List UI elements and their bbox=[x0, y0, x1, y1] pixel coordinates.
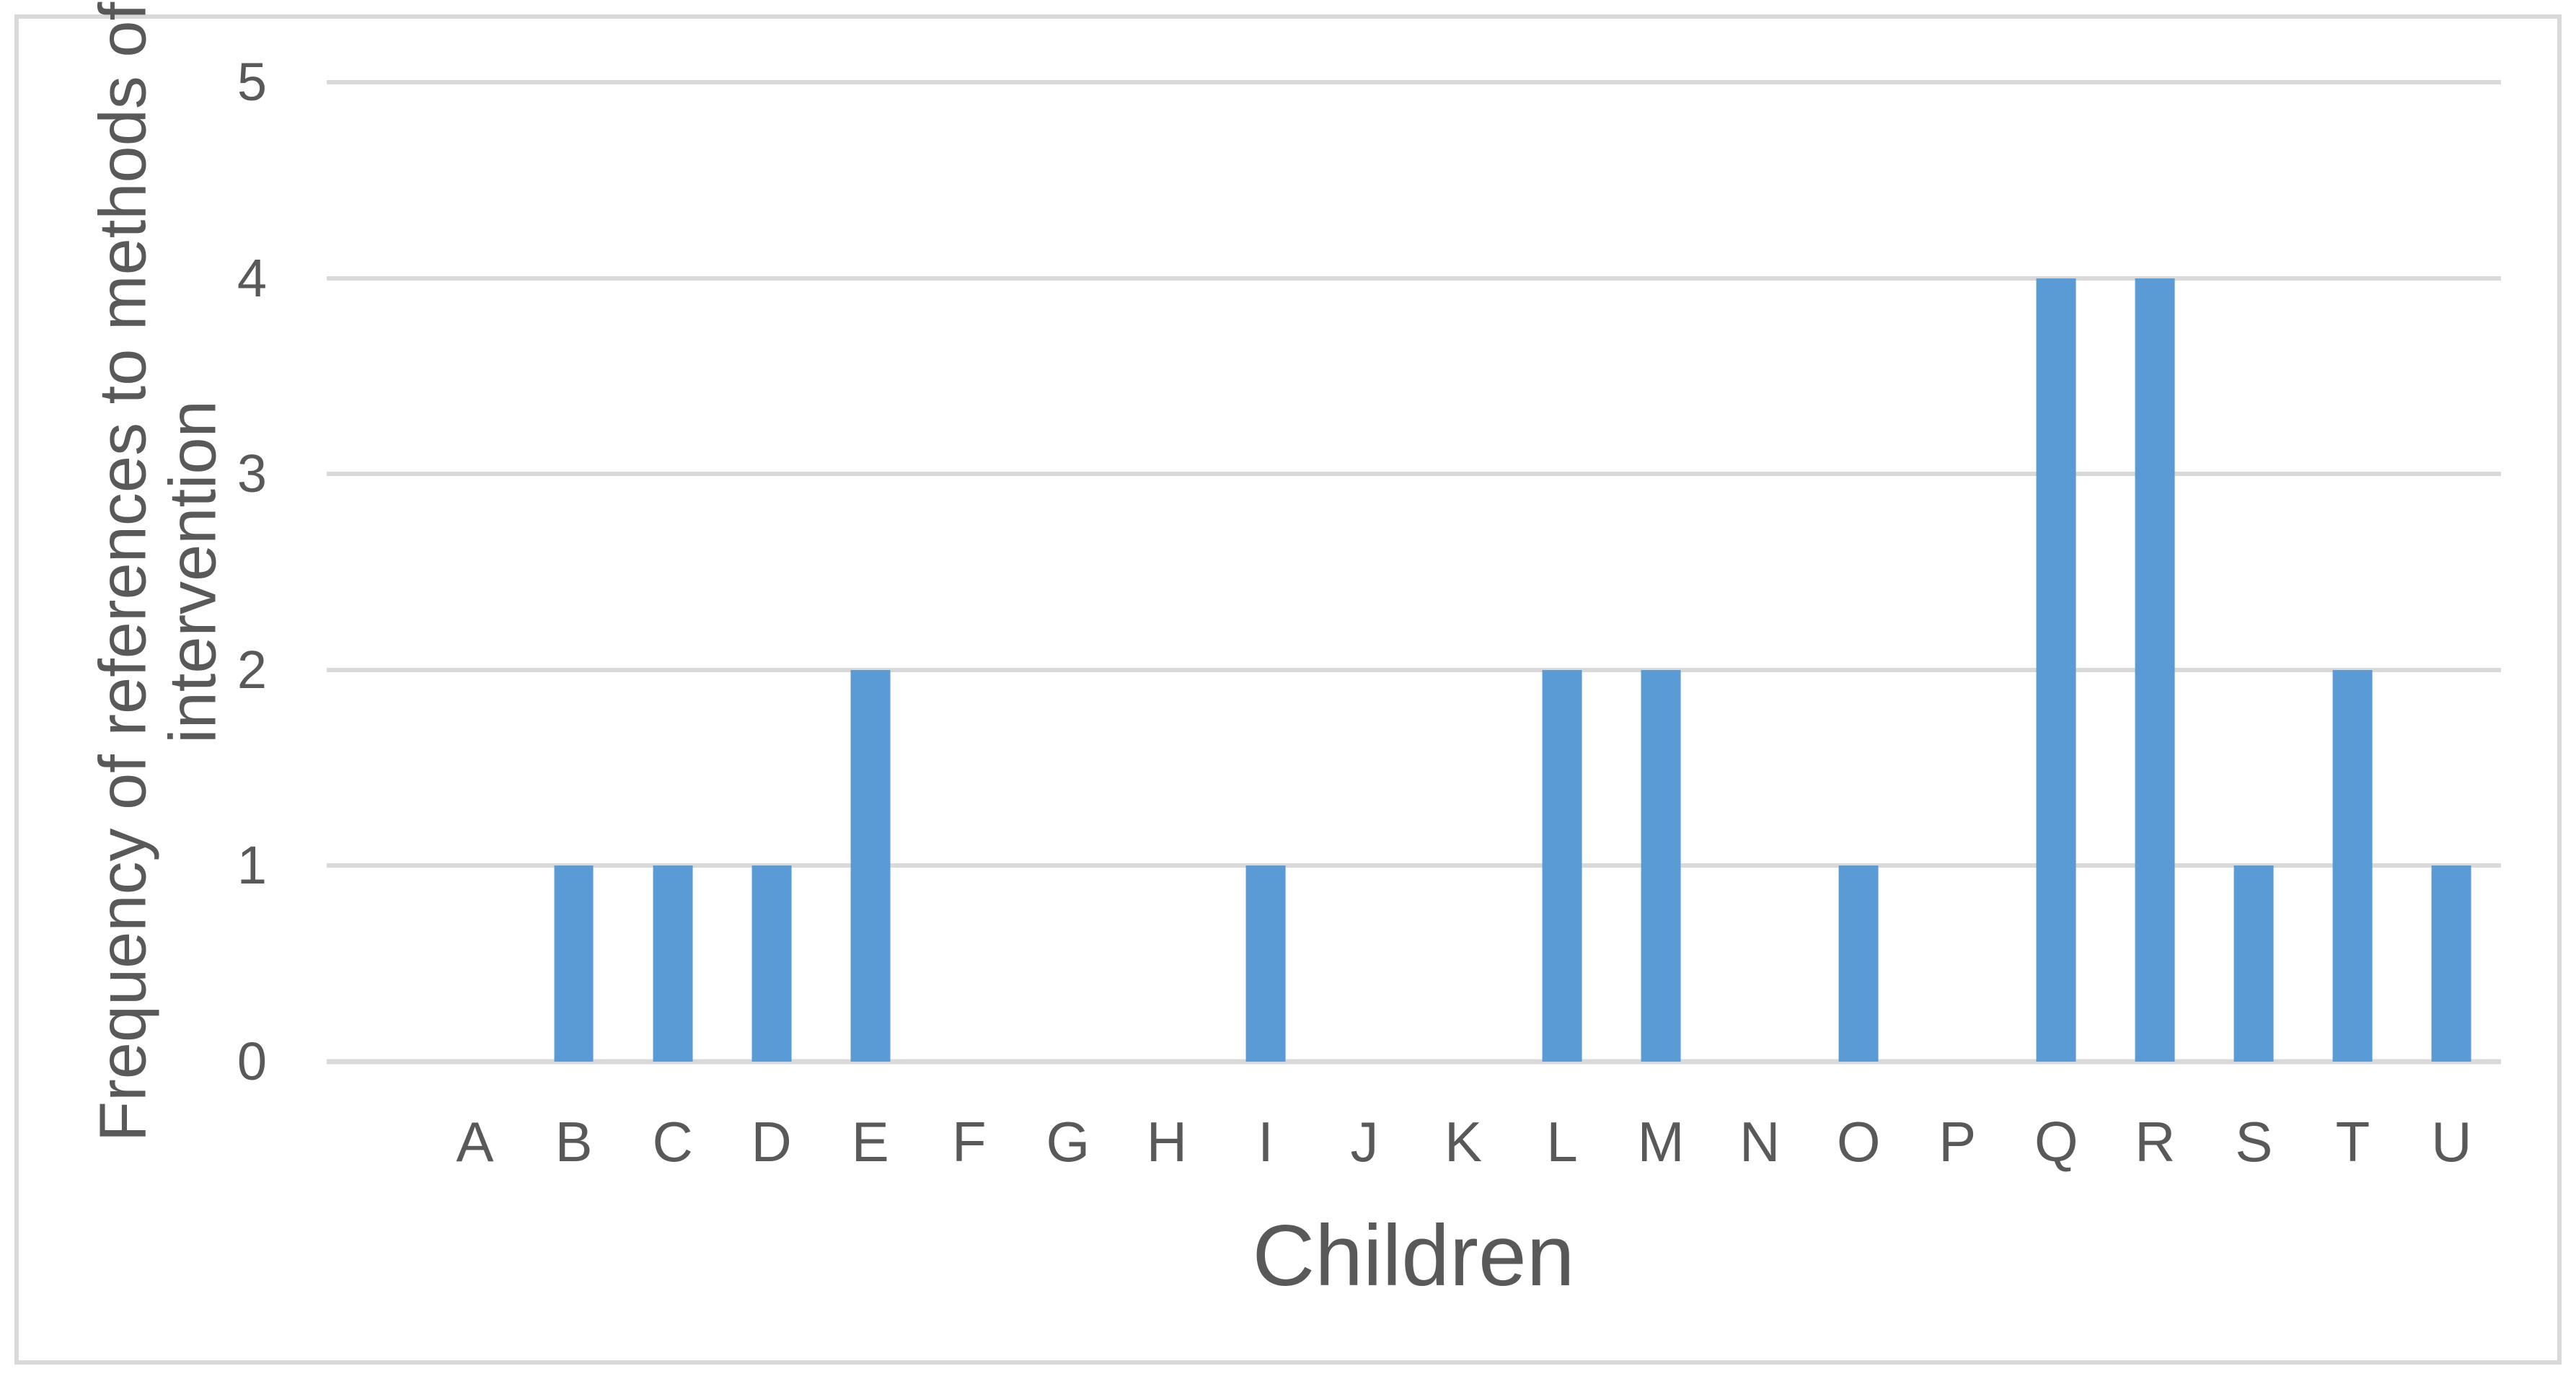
x-tick-label-A: A bbox=[456, 1110, 494, 1173]
y-tick-label-5: 5 bbox=[237, 52, 267, 112]
x-tick-label-N: N bbox=[1739, 1110, 1781, 1173]
y-axis-title-line-2: intervention bbox=[156, 400, 229, 744]
x-tick-label-J: J bbox=[1350, 1110, 1379, 1173]
gridline-5 bbox=[327, 80, 2501, 84]
y-tick-label-1: 1 bbox=[237, 835, 267, 896]
x-tick-label-E: E bbox=[851, 1110, 889, 1173]
bar-C bbox=[653, 865, 693, 1062]
bar-Q bbox=[2036, 278, 2076, 1062]
x-tick-label-O: O bbox=[1836, 1110, 1881, 1173]
x-axis-title: Children bbox=[1252, 1207, 1575, 1304]
y-tick-label-3: 3 bbox=[237, 444, 267, 504]
gridline-3 bbox=[327, 472, 2501, 477]
x-tick-label-G: G bbox=[1046, 1110, 1090, 1173]
y-axis-title: Frequency of references to methods of in… bbox=[86, 0, 229, 1185]
bar-I bbox=[1245, 865, 1286, 1062]
y-axis-title-line-1: Frequency of references to methods of bbox=[86, 1, 160, 1142]
x-tick-label-M: M bbox=[1637, 1110, 1685, 1173]
bar-E bbox=[850, 669, 891, 1062]
x-tick-label-K: K bbox=[1444, 1110, 1483, 1173]
bar-S bbox=[2233, 865, 2274, 1062]
x-tick-label-S: S bbox=[2235, 1110, 2273, 1173]
x-tick-label-R: R bbox=[2135, 1110, 2176, 1173]
bar-U bbox=[2432, 865, 2471, 1062]
x-tick-label-B: B bbox=[555, 1110, 593, 1173]
x-tick-label-I: I bbox=[1258, 1110, 1274, 1173]
x-tick-label-U: U bbox=[2431, 1110, 2472, 1173]
x-tick-label-F: F bbox=[951, 1110, 987, 1173]
gridline-1 bbox=[327, 863, 2501, 868]
bar-M bbox=[1641, 669, 1681, 1062]
y-tick-label-4: 4 bbox=[237, 247, 267, 308]
x-tick-label-T: T bbox=[2335, 1110, 2370, 1173]
bar-O bbox=[1838, 865, 1879, 1062]
x-tick-label-C: C bbox=[652, 1110, 693, 1173]
bar-B bbox=[554, 865, 594, 1062]
gridline-0 bbox=[327, 1059, 2501, 1065]
x-tick-label-P: P bbox=[1938, 1110, 1977, 1173]
bar-T bbox=[2332, 669, 2373, 1062]
x-tick-label-H: H bbox=[1146, 1110, 1188, 1173]
bar-R bbox=[2135, 278, 2175, 1062]
y-tick-label-2: 2 bbox=[237, 639, 267, 700]
bar-L bbox=[1542, 669, 1582, 1062]
gridline-4 bbox=[327, 276, 2501, 281]
y-tick-label-0: 0 bbox=[237, 1031, 267, 1091]
bar-D bbox=[751, 865, 792, 1062]
chart-border bbox=[14, 14, 2562, 1365]
x-tick-label-D: D bbox=[751, 1110, 792, 1173]
gridline-2 bbox=[327, 667, 2501, 672]
x-tick-label-Q: Q bbox=[2034, 1110, 2078, 1173]
x-tick-label-L: L bbox=[1546, 1110, 1578, 1173]
